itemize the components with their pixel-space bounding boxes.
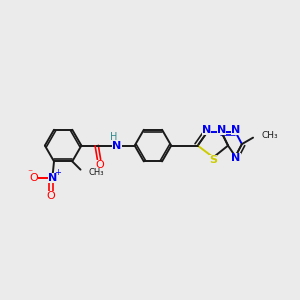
Text: H: H [110,132,117,142]
Text: ⁻: ⁻ [27,168,32,178]
Text: N: N [231,153,241,163]
Text: CH₃: CH₃ [89,168,104,177]
Text: N: N [231,125,241,135]
Text: N: N [202,125,211,135]
Text: O: O [95,160,104,170]
Text: +: + [54,168,61,177]
Text: N: N [217,125,226,135]
Text: N: N [48,172,57,183]
Text: N: N [112,141,122,151]
Text: O: O [47,191,56,201]
Text: O: O [30,172,38,183]
Text: CH₃: CH₃ [261,131,278,140]
Text: S: S [209,155,217,165]
